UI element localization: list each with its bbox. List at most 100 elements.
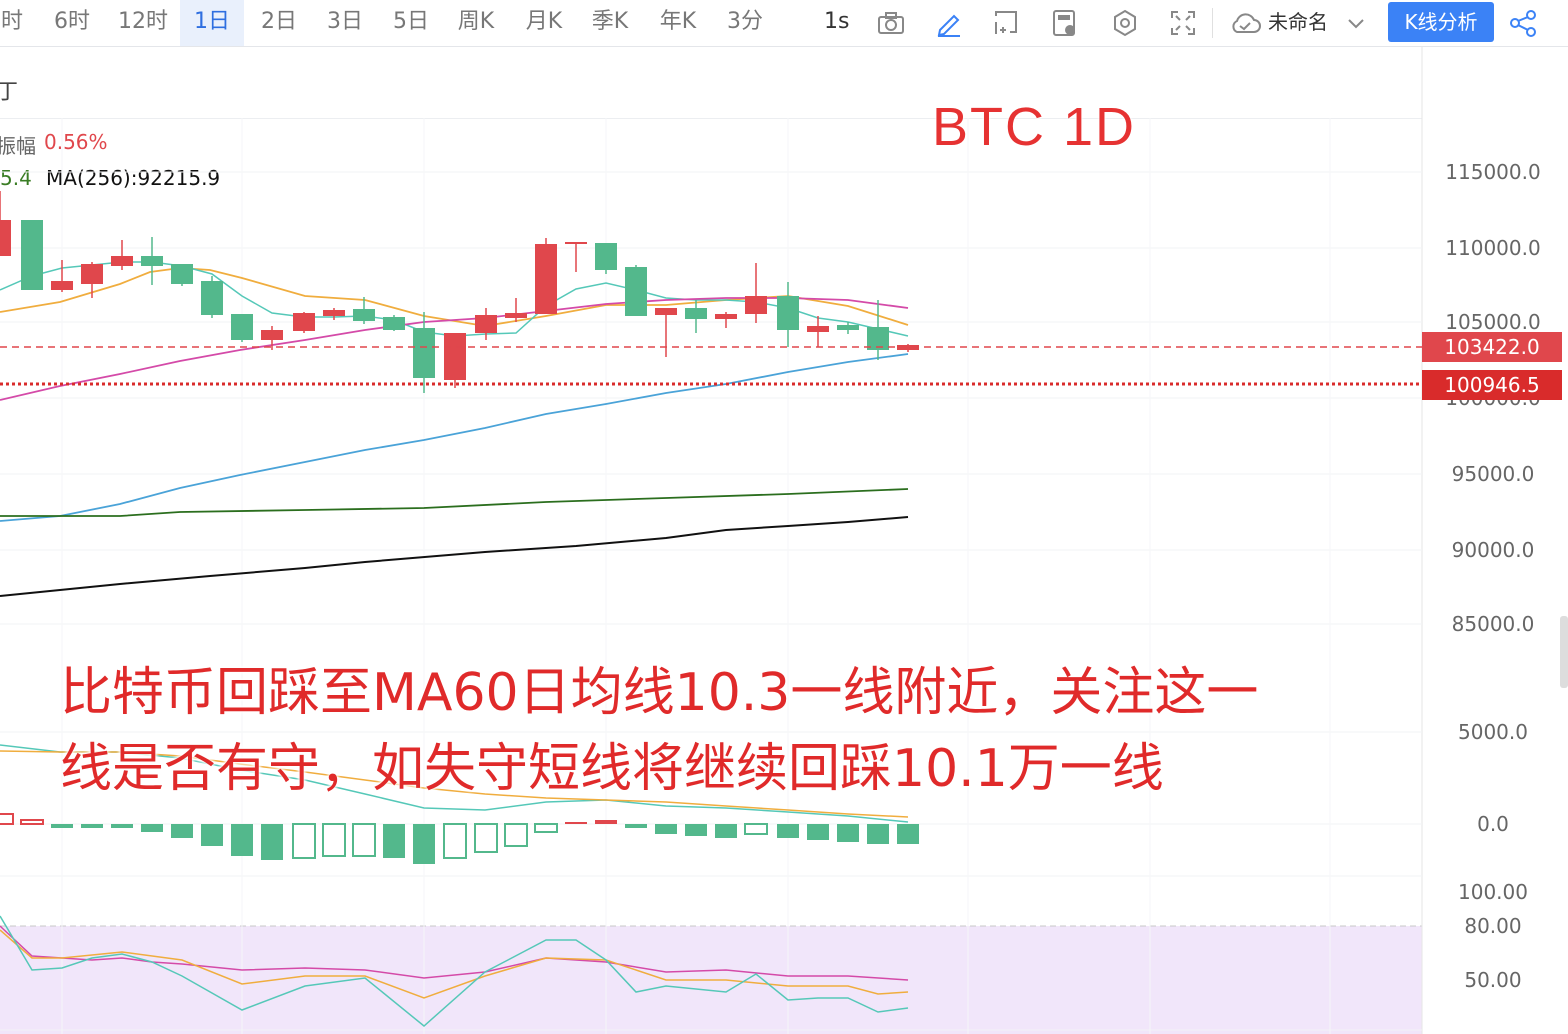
macd-histogram-bar: [655, 824, 677, 834]
axis-scroll-handle[interactable]: [1560, 616, 1568, 688]
macd-histogram-bar: [352, 823, 376, 857]
macd-histogram-bar: [897, 824, 919, 844]
ma256-line: [0, 516, 909, 597]
candlestick: [475, 315, 497, 333]
candlestick: [444, 333, 466, 380]
share-icon[interactable]: [1508, 8, 1538, 38]
axis-tick-label: 115000.0: [1445, 160, 1541, 184]
candlestick: [353, 309, 375, 321]
candlestick: [595, 243, 617, 270]
interval-selector[interactable]: 1s: [824, 9, 850, 34]
kdj-j-line: [0, 915, 909, 1027]
candlestick: [745, 296, 767, 314]
calculator-icon[interactable]: [1050, 8, 1080, 38]
macd-histogram-bar: [201, 824, 223, 846]
macd-histogram-bar: [231, 824, 253, 856]
timeframe-tab[interactable]: 3分: [727, 9, 763, 34]
axis-tick-label: 0.0: [1477, 812, 1509, 836]
macd-histogram-bar: [474, 823, 498, 853]
annotation-line-2: 线是否有守，如失守短线将继续回踩10.1万一线: [60, 739, 1164, 799]
ma-line-teal: [0, 261, 909, 337]
chart-overlay-title: BTC 1D: [932, 97, 1137, 157]
candlestick: [201, 281, 223, 315]
pane-title: 丁: [0, 80, 19, 105]
amplitude-label: 振幅: [0, 134, 36, 158]
settings-icon[interactable]: [1110, 8, 1140, 38]
camera-icon[interactable]: [876, 8, 906, 38]
candlestick: [777, 296, 799, 330]
timeframe-tab[interactable]: 年K: [659, 9, 697, 34]
candlestick: [111, 256, 133, 266]
candlestick: [715, 314, 737, 319]
candlestick: [897, 345, 919, 350]
macd-histogram-bar: [867, 824, 889, 844]
kdj-k-line: [0, 925, 909, 981]
chart-toolbar: 时 6时 12时 1日 2日 3日 5日 周K 月K 季K 年K 3分 1s 未命名 K线分析: [0, 0, 1568, 47]
candlestick: [141, 256, 163, 266]
macd-histogram-bar: [171, 824, 193, 838]
macd-histogram-bar: [261, 824, 283, 860]
ma-line-magenta: [0, 297, 909, 401]
candlestick: [81, 264, 103, 284]
candlestick: [21, 220, 43, 290]
candlestick: [51, 281, 73, 290]
pane-divider: [0, 118, 1422, 119]
timeframe-tab[interactable]: 3日: [327, 9, 363, 34]
ma-value-partial: 5.4: [0, 166, 32, 190]
crop-icon[interactable]: [992, 8, 1022, 38]
axis-tick-label: 50.00: [1464, 968, 1522, 992]
candlestick: [383, 317, 405, 330]
timeframe-tab[interactable]: 季K: [591, 9, 629, 34]
axis-tick-label: 5000.0: [1458, 720, 1528, 744]
layout-name[interactable]: 未命名: [1268, 10, 1328, 34]
candlestick: [505, 313, 527, 318]
macd-histogram-bar: [625, 824, 647, 828]
candlestick: [413, 328, 435, 378]
macd-histogram-bar: [20, 819, 44, 825]
timeframe-tab[interactable]: 1日: [180, 0, 244, 46]
kline-analysis-button[interactable]: K线分析: [1388, 2, 1494, 42]
timeframe-tab[interactable]: 5日: [393, 9, 429, 34]
ma256-value: MA(256):92215.9: [46, 166, 221, 190]
pencil-icon[interactable]: [934, 8, 964, 38]
candlestick: [807, 326, 829, 332]
axis-tick-label: 90000.0: [1451, 538, 1535, 562]
timeframe-tab[interactable]: 6时: [54, 9, 90, 34]
axis-tick-label: 80.00: [1464, 914, 1522, 938]
candlestick: [837, 325, 859, 330]
kdj-d-line: [0, 929, 909, 999]
axis-tick-label: 95000.0: [1451, 462, 1535, 486]
toolbar-divider: [1212, 8, 1213, 38]
macd-histogram-bar: [777, 824, 799, 838]
candlestick: [261, 330, 283, 340]
kdj-band: [0, 926, 1422, 1034]
macd-histogram-bar: [383, 824, 405, 858]
chevron-down-icon[interactable]: [1346, 8, 1366, 38]
macd-histogram-bar: [715, 824, 737, 838]
candlestick: [323, 310, 345, 316]
candlestick: [655, 308, 677, 315]
macd-histogram-bar: [685, 824, 707, 836]
cloud-icon[interactable]: [1228, 8, 1262, 38]
axis-tick-label: 85000.0: [1451, 612, 1535, 636]
macd-histogram-bar: [595, 820, 617, 824]
candlestick: [565, 242, 587, 244]
current-price-tag: 103422.0: [1422, 332, 1562, 362]
candlestick: [625, 267, 647, 316]
timeframe-tab[interactable]: 周K: [457, 9, 495, 34]
timeframe-tab[interactable]: 时: [0, 9, 23, 34]
ma-line-green: [0, 488, 909, 517]
macd-histogram-bar: [141, 824, 163, 832]
annotation-line-1: 比特币回踩至MA60日均线10.3一线附近，关注这一: [60, 663, 1259, 723]
timeframe-tab[interactable]: 月K: [525, 9, 563, 34]
candlestick: [535, 244, 557, 314]
timeframe-tab[interactable]: 2日: [261, 9, 297, 34]
macd-histogram-bar: [0, 813, 14, 825]
macd-histogram-bar: [292, 823, 316, 859]
candlestick: [293, 313, 315, 331]
fullscreen-icon[interactable]: [1168, 8, 1198, 38]
macd-histogram-bar: [413, 824, 435, 864]
candlestick: [867, 327, 889, 350]
timeframe-tab[interactable]: 12时: [118, 9, 168, 34]
